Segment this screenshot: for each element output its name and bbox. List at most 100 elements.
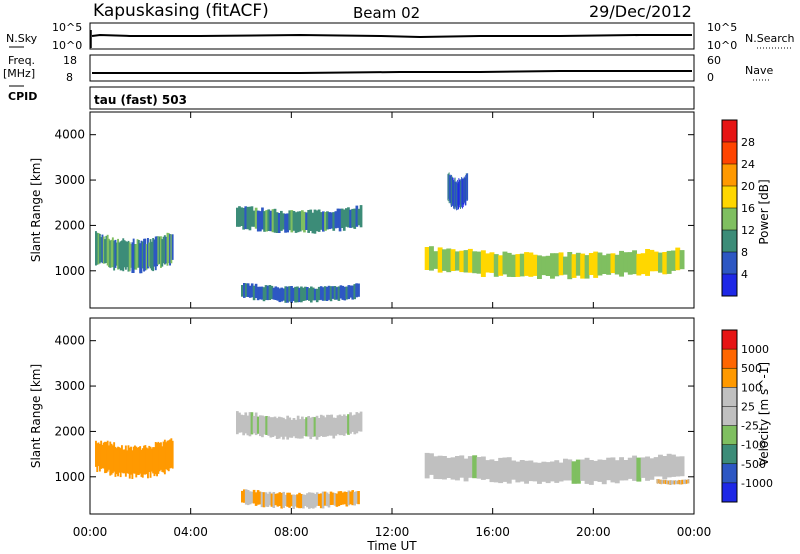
power-echo-cell [332, 212, 336, 231]
power-echo-cell [145, 244, 148, 270]
vel-echo-cell [139, 446, 142, 474]
power-echo-cell [575, 252, 581, 276]
power-echo-cell [493, 254, 499, 277]
power-echo-cell [286, 213, 289, 233]
power-echo-cell [296, 286, 299, 303]
power-panel-bg [90, 112, 694, 308]
vel-echo-cell [681, 479, 683, 485]
vel-echo-cell [310, 492, 313, 509]
vel-echo-cell [337, 491, 341, 507]
power-echo-cell [359, 205, 363, 228]
power-echo-cell [236, 207, 239, 227]
vel-echo-cell [284, 419, 287, 437]
vel-echo-cell [282, 417, 285, 440]
power-echo-cell [263, 211, 266, 232]
power-echo-cell [105, 235, 108, 263]
vel-echo-cell [334, 417, 338, 436]
power-echo-cell [272, 287, 276, 300]
vel-echo-region [241, 489, 360, 509]
power-echo-cell [298, 211, 302, 232]
power-echo-cell [269, 210, 273, 232]
freq-trace [92, 70, 692, 74]
nsearch-tick-high: 10^5 [707, 21, 737, 34]
vel-echo-region [424, 452, 685, 485]
power-echo-cell [337, 286, 341, 301]
vel-echo-cell [248, 412, 252, 437]
vel-echo-cell [485, 460, 491, 480]
velocity-axes: 1000 2000 3000 4000 [54, 318, 695, 514]
velocity-cbar-tick-label: 1000 [741, 343, 769, 356]
power-ytick-label: 4000 [54, 128, 85, 142]
vel-echo-cell [545, 462, 551, 484]
power-echo-cell [580, 253, 586, 279]
vel-echo-cell [278, 492, 282, 506]
power-echo-region [95, 231, 174, 274]
power-echo-cell [315, 210, 319, 232]
vel-echo-cell [244, 489, 248, 505]
vel-echo-cell [338, 414, 342, 436]
power-echo-cell [335, 287, 339, 300]
power-cbar-swatch [722, 230, 737, 252]
vel-echo-cell [498, 457, 504, 484]
vel-echo-cell [326, 414, 329, 437]
power-echo-cell [101, 234, 104, 264]
vel-echo-cell [104, 441, 106, 474]
power-cbar-tick-label: 28 [741, 136, 755, 149]
vel-echo-cell [110, 443, 113, 475]
vel-echo-cell [286, 492, 289, 507]
vel-echo-cell [359, 411, 363, 432]
power-echo-cell [302, 287, 305, 301]
vel-echo-cell [558, 462, 564, 482]
power-ytick-label: 1000 [54, 264, 85, 278]
vel-echo-cell [506, 457, 512, 484]
power-echo-cell [277, 213, 281, 233]
vel-echo-cell [671, 480, 673, 485]
power-echo-cell [433, 251, 439, 269]
power-echo-cell [485, 253, 491, 273]
velocity-cbar-tick-label: 100 [741, 381, 762, 394]
nave-label: Nave [745, 64, 773, 77]
vel-echo-cell [353, 491, 356, 506]
power-echo-cell [162, 236, 165, 264]
power-echo-cell [619, 250, 624, 277]
vel-echo-cell [343, 491, 347, 505]
vel-echo-cell [252, 489, 256, 504]
vel-echo-cell [286, 415, 289, 440]
power-echo-cell [284, 213, 287, 233]
power-echo-cell [324, 212, 327, 231]
vel-echo-cell [677, 480, 679, 485]
power-echo-cell [309, 209, 313, 231]
power-echo-cell [325, 286, 329, 301]
power-echo-cell [571, 254, 577, 278]
vel-echo-cell [119, 448, 122, 478]
power-echo-cell [156, 236, 158, 267]
vel-echo-cell [335, 493, 339, 507]
power-echo-cell [476, 251, 482, 274]
vel-echo-cell [252, 415, 256, 434]
vel-echo-cell [288, 492, 291, 508]
power-cbar-swatch [722, 208, 737, 230]
vel-echo-cell [271, 417, 275, 437]
vel-echo-cell [256, 490, 260, 505]
power-echo-cell [355, 205, 359, 227]
vel-echo-cell [524, 460, 529, 484]
power-echo-cell [524, 252, 529, 276]
vel-echo-cell [153, 447, 156, 477]
vel-echo-cell [671, 454, 676, 477]
power-echo-cell [584, 255, 590, 279]
power-echo-cell [119, 241, 122, 271]
vel-echo-cell [331, 492, 335, 505]
power-echo-cell [429, 246, 434, 271]
vel-echo-cell [493, 461, 499, 483]
vel-echo-cell [446, 457, 452, 478]
vel-echo-cell [683, 479, 685, 484]
velocity-cbar-swatch [722, 463, 737, 483]
power-echo-cell [170, 234, 173, 264]
power-echo-cell [110, 239, 113, 268]
vel-echo-cell [292, 418, 296, 437]
power-echo-cell [158, 236, 161, 264]
power-echo-cell [319, 212, 323, 230]
vel-echo-cell [619, 457, 624, 481]
vel-echo-cell [315, 415, 319, 440]
vel-echo-cell [141, 448, 144, 478]
